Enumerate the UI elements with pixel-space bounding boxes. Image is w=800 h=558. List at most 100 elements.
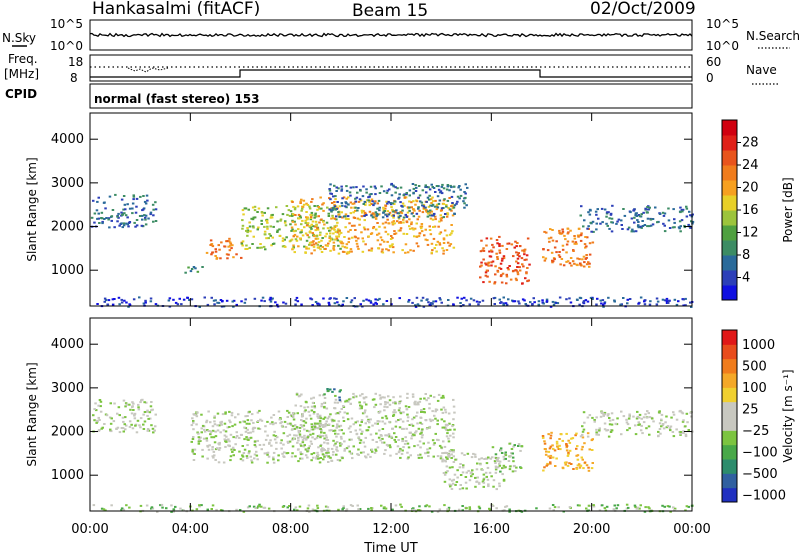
echo-cell xyxy=(240,256,243,259)
echo-cell xyxy=(323,397,327,399)
echo-cell xyxy=(415,296,419,299)
echo-cell xyxy=(400,212,404,215)
echo-cell xyxy=(450,195,454,198)
echo-cell xyxy=(131,401,134,404)
echo-cell xyxy=(382,240,386,243)
echo-cell xyxy=(125,222,128,225)
echo-cell xyxy=(444,408,447,411)
echo-cell xyxy=(450,453,453,456)
echo-cell xyxy=(311,220,315,223)
echo-cell xyxy=(417,206,420,209)
echo-cell xyxy=(211,448,214,451)
echo-cell xyxy=(584,257,587,260)
echo-cell xyxy=(545,464,548,467)
echo-cell xyxy=(404,243,408,246)
echo-cell xyxy=(595,433,598,436)
echo-cell xyxy=(446,508,449,511)
echo-cell xyxy=(291,228,294,231)
echo-cell xyxy=(298,215,302,218)
echo-cell xyxy=(542,302,545,305)
colorbar-tick-label: 1000 xyxy=(742,338,775,353)
echo-cell xyxy=(368,201,371,204)
echo-cell xyxy=(104,509,107,512)
echo-cell xyxy=(660,413,664,416)
echo-cell xyxy=(464,183,467,186)
y-tick-label: 2000 xyxy=(51,425,84,440)
echo-cell xyxy=(633,208,636,211)
echo-cell xyxy=(350,438,353,441)
echo-cell xyxy=(358,223,361,226)
echo-cell xyxy=(235,435,239,437)
echo-cell xyxy=(113,402,116,405)
echo-cell xyxy=(356,453,359,456)
echo-cell xyxy=(336,229,340,232)
echo-cell xyxy=(605,211,609,214)
echo-cell xyxy=(403,442,407,445)
echo-cell xyxy=(299,202,302,204)
echo-cell xyxy=(609,431,613,433)
echo-cell xyxy=(417,509,420,512)
echo-cell xyxy=(517,445,520,447)
echo-cell xyxy=(633,216,636,219)
echo-cell xyxy=(305,247,308,250)
echo-cell xyxy=(313,425,317,428)
echo-cell xyxy=(586,236,589,239)
echo-cell xyxy=(638,423,641,426)
echo-cell xyxy=(465,487,468,490)
echo-cell xyxy=(326,244,329,247)
echo-cell xyxy=(410,223,413,226)
echo-cell xyxy=(464,196,467,199)
echo-cell xyxy=(576,454,580,457)
colorbar-swatch xyxy=(722,444,737,460)
echo-cell xyxy=(361,412,365,415)
echo-cell xyxy=(270,444,273,447)
echo-cell xyxy=(126,216,129,219)
echo-cell xyxy=(310,409,314,412)
echo-cell xyxy=(512,445,515,448)
echo-cell xyxy=(516,242,519,244)
echo-cell xyxy=(324,434,328,437)
echo-cell xyxy=(320,431,323,434)
echo-cell xyxy=(241,219,244,222)
echo-cell xyxy=(446,241,450,244)
echo-cell xyxy=(362,210,365,213)
echo-cell xyxy=(299,424,303,426)
echo-cell xyxy=(127,225,130,228)
echo-cell xyxy=(283,451,286,454)
echo-cell xyxy=(337,187,340,190)
echo-cell xyxy=(340,437,343,440)
echo-cell xyxy=(437,188,441,191)
echo-cell xyxy=(317,206,320,208)
echo-cell xyxy=(310,459,313,462)
echo-cell xyxy=(345,252,349,255)
echo-cell xyxy=(602,413,605,416)
colorbar-tick-label: 24 xyxy=(742,158,759,173)
echo-cell xyxy=(499,449,503,452)
echo-cell xyxy=(298,505,302,508)
echo-cell xyxy=(249,436,253,439)
echo-cell xyxy=(214,435,218,438)
echo-cell xyxy=(319,244,322,247)
echo-cell xyxy=(212,299,216,302)
echo-cell xyxy=(291,220,295,223)
echo-cell xyxy=(418,194,422,197)
echo-cell xyxy=(290,455,294,458)
echo-cell xyxy=(268,233,271,235)
echo-cell xyxy=(634,433,638,436)
echo-cell xyxy=(407,446,411,449)
echo-cell xyxy=(325,436,328,439)
echo-cell xyxy=(559,448,562,451)
echo-cell xyxy=(397,217,401,220)
echo-cell xyxy=(332,241,336,244)
echo-cell xyxy=(494,468,498,471)
echo-cell xyxy=(383,452,386,455)
echo-cell xyxy=(521,249,524,252)
echo-cell xyxy=(299,231,302,234)
echo-cell xyxy=(595,222,598,225)
echo-cell xyxy=(502,455,506,458)
echo-cell xyxy=(223,438,226,441)
echo-cell xyxy=(485,457,488,460)
echo-cell xyxy=(541,299,544,302)
echo-cell xyxy=(581,458,584,461)
